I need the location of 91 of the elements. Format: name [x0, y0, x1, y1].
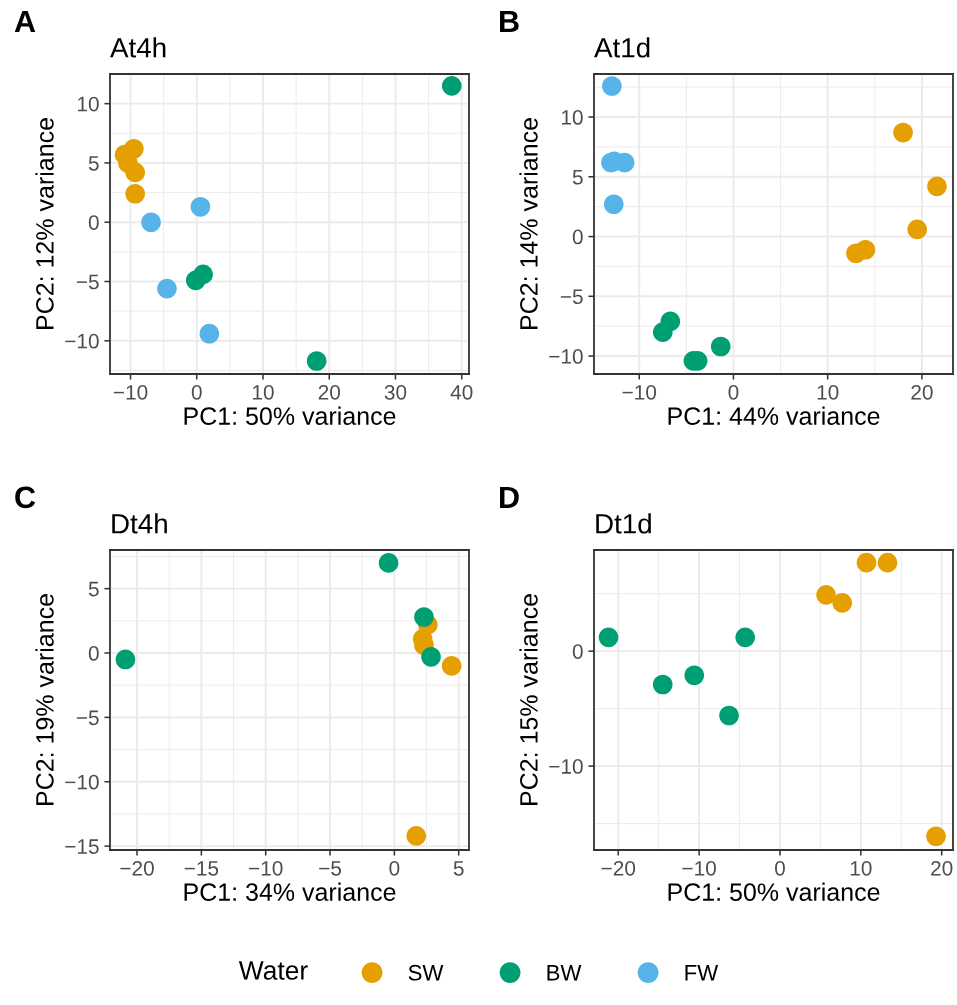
x-tick-label: −10: [249, 860, 283, 876]
x-tick-label: 5: [453, 861, 464, 876]
point: [598, 627, 619, 648]
x-tick-label: −20: [601, 860, 636, 876]
y-tick-label: −5: [76, 710, 99, 726]
x-tick-label: 10: [253, 384, 274, 400]
y-tick-label: 5: [572, 170, 583, 185]
point: [125, 183, 145, 204]
y-tick-label: 10: [78, 96, 99, 112]
chart-title: Dt4h: [112, 513, 167, 534]
y-tick-label: −10: [549, 349, 583, 364]
x-tick-label: 30: [384, 384, 407, 400]
y-tick-label: −10: [65, 774, 99, 790]
point: [856, 552, 877, 573]
y-axis-title: PC2: 14% variance: [519, 118, 538, 329]
point: [832, 593, 853, 613]
chart-title: At4h: [110, 37, 166, 58]
x-tick-label: −10: [682, 860, 716, 876]
y-tick-label: 0: [88, 215, 99, 230]
point: [441, 656, 462, 676]
point: [927, 176, 947, 197]
point: [115, 649, 136, 670]
x-axis-title: PC1: 34% variance: [184, 882, 396, 901]
point: [421, 647, 441, 667]
x-tick-label: 0: [389, 860, 400, 876]
x-axis-title: PC1: 50% variance: [184, 406, 396, 425]
text: A: [14, 10, 36, 32]
y-tick-label: 0: [88, 646, 99, 661]
point: [157, 278, 177, 299]
x-tick-label: −10: [113, 384, 148, 400]
point: [193, 264, 213, 285]
x-tick-label: 0: [774, 860, 785, 876]
y-tick-label: −5: [560, 289, 583, 305]
y-tick-label: 5: [88, 156, 99, 171]
x-tick-label: 20: [931, 860, 953, 876]
point: [414, 607, 434, 627]
x-axis-title: PC1: 50% variance: [668, 882, 880, 901]
x-tick-label: −15: [184, 861, 219, 876]
y-tick-label: −10: [549, 759, 583, 774]
point: [735, 627, 756, 648]
point: [602, 76, 622, 96]
legend-label: BW: [547, 965, 582, 981]
x-tick-label: 20: [318, 384, 341, 400]
point: [652, 322, 673, 342]
y-axis-title: PC2: 15% variance: [519, 594, 538, 805]
point: [684, 665, 705, 686]
point: [893, 122, 913, 143]
text: B: [500, 10, 519, 32]
point: [406, 826, 427, 846]
y-tick-label: 0: [572, 644, 583, 659]
x-tick-label: 0: [191, 384, 202, 400]
x-tick-label: 10: [850, 860, 872, 876]
chart-title: Dt1d: [596, 513, 651, 534]
x-tick-label: −5: [319, 861, 342, 876]
legend-title: Water: [238, 961, 308, 980]
point: [816, 585, 836, 605]
legend-label: FW: [685, 965, 719, 981]
x-tick-label: 10: [817, 384, 839, 400]
y-tick-label: 10: [562, 110, 583, 125]
point: [306, 351, 327, 371]
x-tick-label: −20: [120, 860, 154, 876]
point: [190, 196, 211, 217]
point: [855, 239, 876, 260]
y-tick-label: −15: [65, 839, 99, 854]
legend-label: SW: [408, 964, 444, 981]
chart-title: At1d: [594, 37, 650, 58]
point: [603, 194, 624, 215]
point: [907, 219, 928, 240]
point: [926, 826, 946, 847]
x-axis-title: PC1: 44% variance: [668, 406, 880, 425]
point: [378, 553, 399, 573]
point: [877, 552, 898, 573]
x-tick-label: 0: [728, 384, 739, 400]
point: [719, 705, 739, 726]
y-tick-label: 0: [572, 229, 583, 245]
y-axis-title: PC2: 19% variance: [35, 594, 54, 805]
text: D: [500, 486, 519, 508]
y-tick-label: 5: [88, 581, 99, 597]
x-tick-label: 20: [911, 384, 933, 400]
point: [199, 323, 220, 344]
point: [652, 674, 673, 695]
point: [125, 162, 145, 183]
point: [710, 336, 731, 357]
x-tick-label: 40: [450, 384, 473, 400]
point: [441, 76, 462, 96]
y-tick-label: −10: [65, 333, 99, 349]
y-axis-title: PC2: 12% variance: [35, 118, 54, 329]
x-tick-label: −10: [622, 384, 657, 400]
y-tick-label: −5: [76, 274, 99, 290]
point: [141, 212, 161, 233]
text: C: [15, 486, 36, 509]
